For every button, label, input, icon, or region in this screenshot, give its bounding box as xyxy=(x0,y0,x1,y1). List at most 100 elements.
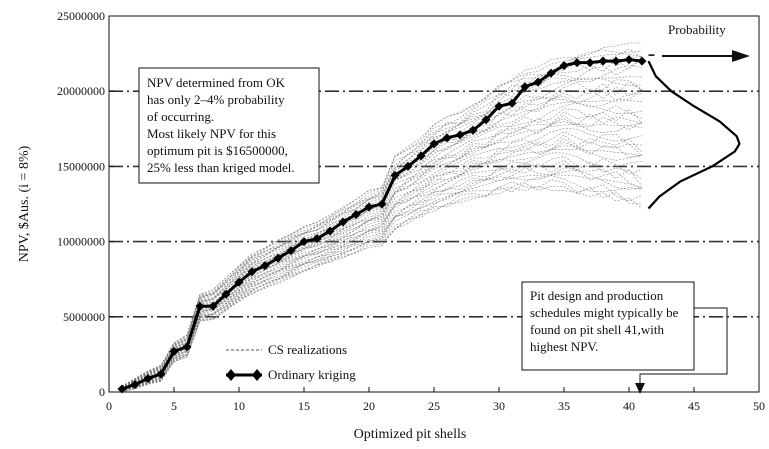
x-axis-title: Optimized pit shells xyxy=(354,427,467,442)
x-tick-label-7: 35 xyxy=(558,399,570,413)
ok-marker-17 xyxy=(325,226,335,236)
cs-realization-line-8 xyxy=(121,159,643,392)
ok-marker-32 xyxy=(520,82,530,92)
npv-note-box: NPV determined from OK has only 2–4% pro… xyxy=(138,67,320,184)
cs-realization-line-3 xyxy=(121,175,643,393)
npv-note-line-3: of occurring. xyxy=(147,109,214,124)
ok-marker-29 xyxy=(481,115,491,125)
ok-marker-8 xyxy=(208,301,218,311)
ok-marker-24 xyxy=(416,151,426,161)
npv-note-frame xyxy=(138,67,320,184)
ok-marker-27 xyxy=(455,130,465,140)
ok-marker-5 xyxy=(169,346,179,356)
legend: CS realizations Ordinary kriging xyxy=(226,342,356,382)
cs-realization-line-40 xyxy=(121,42,643,387)
ok-marker-25 xyxy=(429,139,439,149)
ok-marker-26 xyxy=(442,133,452,143)
y-axis-ticks: 0 5000000 10000000 15000000 20000000 25000000 xyxy=(57,9,114,399)
ok-marker-20 xyxy=(364,202,374,212)
npv-note-line-5: optimum pit is $16500000, xyxy=(147,143,288,158)
cs-realizations-band xyxy=(121,42,643,393)
ok-marker-10 xyxy=(234,277,244,287)
cs-realization-line-5 xyxy=(121,169,643,392)
x-tick-label-5: 25 xyxy=(428,399,440,413)
ok-marker-35 xyxy=(559,61,569,71)
pit-note-line-4: highest NPV. xyxy=(530,339,598,354)
legend-cs-label: CS realizations xyxy=(268,342,347,357)
cs-realization-line-1 xyxy=(121,182,643,393)
ok-marker-41 xyxy=(637,56,647,66)
probability-curve xyxy=(647,60,741,210)
cs-realization-line-9 xyxy=(121,156,643,392)
cs-realization-line-15 xyxy=(121,134,643,391)
pit-note-leader xyxy=(639,307,728,386)
ok-marker-23 xyxy=(403,161,413,171)
npv-note-line-1: NPV determined from OK xyxy=(147,75,286,90)
cs-realization-line-10 xyxy=(121,152,643,391)
ok-marker-16 xyxy=(312,234,322,244)
ok-marker-22 xyxy=(390,170,400,180)
x-tick-label-9: 45 xyxy=(688,399,700,413)
cs-realization-line-11 xyxy=(121,148,643,391)
pit-note-arrowhead xyxy=(635,383,645,394)
ok-marker-1 xyxy=(117,384,127,394)
pit-note-box: Pit design and production schedules migh… xyxy=(521,281,728,394)
ok-marker-6 xyxy=(182,342,192,352)
y-tick-label-4: 20000000 xyxy=(57,84,105,98)
ok-marker-33 xyxy=(533,77,543,87)
ok-marker-13 xyxy=(273,253,283,263)
ok-marker-18 xyxy=(338,217,348,227)
ok-marker-4 xyxy=(156,369,166,379)
cs-realization-line-16 xyxy=(121,131,643,391)
x-tick-label-10: 50 xyxy=(753,399,765,413)
ok-marker-40 xyxy=(624,55,634,65)
pit-note-line-3: found on pit shell 41,with xyxy=(530,322,664,337)
cs-realization-line-32 xyxy=(121,76,643,388)
ok-marker-14 xyxy=(286,246,296,256)
legend-ok-marker-left xyxy=(226,369,236,381)
cs-realization-line-17 xyxy=(121,128,643,390)
cs-realization-line-29 xyxy=(121,81,643,389)
cs-realization-line-35 xyxy=(121,56,643,387)
cs-realization-line-12 xyxy=(121,145,643,391)
ok-marker-34 xyxy=(546,68,556,78)
ok-marker-11 xyxy=(247,267,257,277)
npv-note-line-4: Most likely NPV for this xyxy=(147,126,276,141)
x-tick-label-8: 40 xyxy=(623,399,635,413)
cs-realization-line-34 xyxy=(121,59,643,387)
probability-arrow-head xyxy=(732,50,750,62)
ok-marker-30 xyxy=(494,101,504,111)
y-tick-label-2: 10000000 xyxy=(57,235,105,249)
ok-marker-36 xyxy=(572,58,582,68)
pit-note-frame xyxy=(521,281,695,371)
x-tick-label-3: 15 xyxy=(298,399,310,413)
legend-ok-label: Ordinary kriging xyxy=(268,367,356,382)
ok-marker-12 xyxy=(260,261,270,271)
npv-note-line-2: has only 2–4% probability xyxy=(147,92,285,107)
pit-note-line-1: Pit design and production xyxy=(530,288,664,303)
y-tick-label-0: 0 xyxy=(99,385,105,399)
ok-series xyxy=(117,55,647,394)
ok-marker-28 xyxy=(468,125,478,135)
x-tick-label-6: 30 xyxy=(493,399,505,413)
cs-realization-line-31 xyxy=(121,77,643,388)
ok-marker-39 xyxy=(611,56,621,66)
y-tick-label-1: 5000000 xyxy=(63,310,105,324)
ok-marker-31 xyxy=(507,98,517,108)
cs-realization-line-13 xyxy=(121,141,643,391)
ok-marker-38 xyxy=(598,56,608,66)
ok-marker-9 xyxy=(221,289,231,299)
cs-realization-line-0 xyxy=(121,185,643,393)
ok-marker-2 xyxy=(130,379,140,389)
cs-realization-line-4 xyxy=(121,174,643,392)
cs-realization-line-38 xyxy=(121,49,643,387)
probability-curve-group xyxy=(647,54,741,210)
ok-marker-7 xyxy=(195,301,205,311)
x-tick-label-0: 0 xyxy=(106,399,112,413)
ok-marker-21 xyxy=(377,199,387,209)
ok-marker-19 xyxy=(351,210,361,220)
cs-realization-line-33 xyxy=(121,64,643,388)
x-tick-label-4: 20 xyxy=(363,399,375,413)
y-tick-label-5: 25000000 xyxy=(57,9,105,23)
